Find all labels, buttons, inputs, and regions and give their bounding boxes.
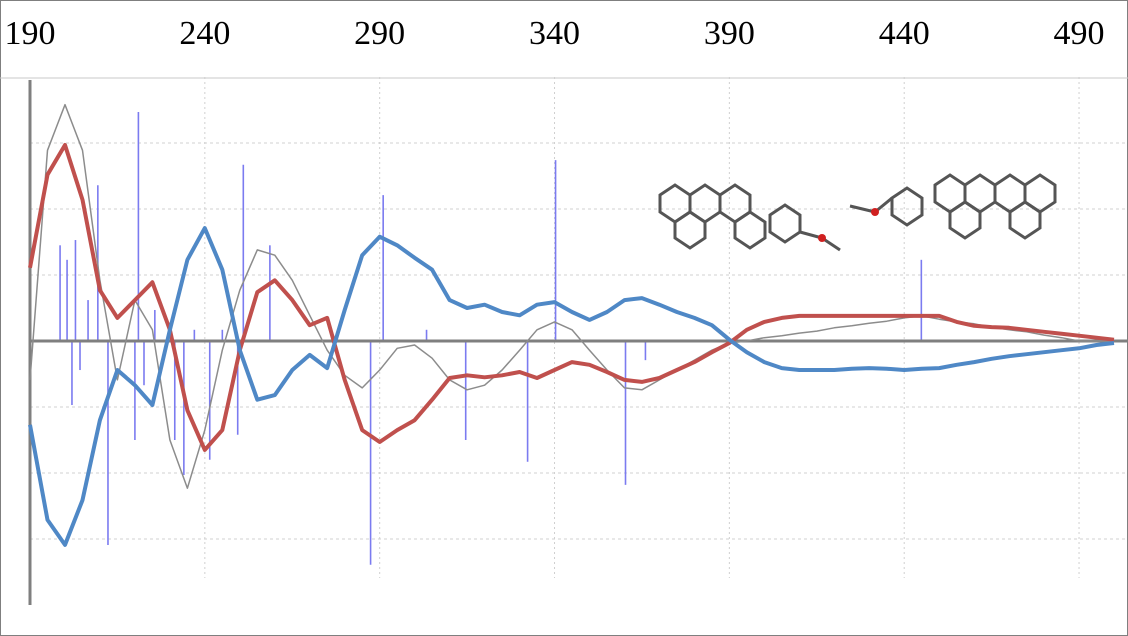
molecule-left [658,183,841,252]
series-line [29,103,1114,489]
x-tick-label: 340 [529,15,580,52]
x-tick-label: 490 [1054,15,1105,52]
x-tick-label: 190 [5,15,56,52]
molecule-illustrations [658,173,1057,252]
x-tick-label: 390 [704,15,755,52]
series-line [28,226,1115,547]
molecule-right [849,173,1057,240]
x-tick-label: 290 [354,15,405,52]
x-tick-label: 440 [879,15,930,52]
series-line [28,143,1115,452]
x-tick-label: 240 [179,15,230,52]
